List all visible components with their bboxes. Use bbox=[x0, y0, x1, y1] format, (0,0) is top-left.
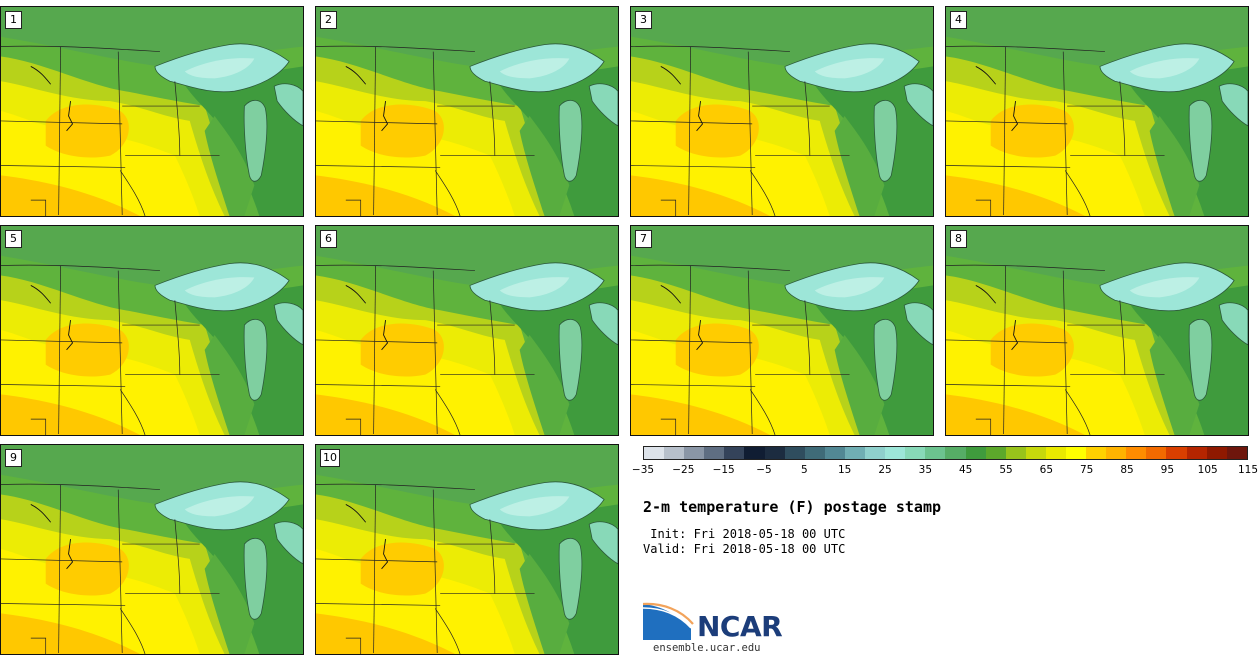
temperature-map bbox=[631, 226, 933, 435]
stamp-9: 9 bbox=[0, 444, 304, 655]
colorbar-swatch bbox=[985, 447, 1006, 459]
colorbar-swatch bbox=[905, 447, 926, 459]
stamp-8: 8 bbox=[945, 225, 1249, 436]
colorbar-swatch bbox=[764, 447, 785, 459]
product-title: 2-m temperature (F) postage stamp bbox=[643, 498, 942, 516]
init-time: Init: Fri 2018-05-18 00 UTC bbox=[643, 527, 846, 541]
stamp-6: 6 bbox=[315, 225, 619, 436]
colorbar-swatch bbox=[925, 447, 946, 459]
colorbar-tick-label: 105 bbox=[1197, 464, 1218, 476]
colorbar-swatch bbox=[885, 447, 906, 459]
colorbar-swatch bbox=[1005, 447, 1026, 459]
colorbar-tick-label: −5 bbox=[756, 464, 772, 476]
colorbar-swatch bbox=[804, 447, 825, 459]
colorbar-tick-label: 45 bbox=[958, 464, 973, 476]
stamp-5: 5 bbox=[0, 225, 304, 436]
colorbar-swatch bbox=[744, 447, 765, 459]
colorbar-tick-label: 25 bbox=[878, 464, 892, 476]
colorbar-swatch bbox=[1146, 447, 1167, 459]
colorbar-swatch bbox=[1186, 447, 1207, 459]
stamp-number: 8 bbox=[950, 230, 967, 248]
stamp-4: 4 bbox=[945, 6, 1249, 217]
stamp-2: 2 bbox=[315, 6, 619, 217]
colorbar-swatch bbox=[1206, 447, 1227, 459]
colorbar-tick-label: 75 bbox=[1079, 464, 1094, 476]
temperature-colorbar bbox=[643, 446, 1248, 460]
stamp-1: 1 bbox=[0, 6, 304, 217]
stamp-number: 9 bbox=[5, 449, 22, 467]
stamp-number: 6 bbox=[320, 230, 337, 248]
temperature-map bbox=[946, 7, 1248, 216]
ncar-wordmark: NCAR bbox=[697, 610, 783, 643]
stamp-3: 3 bbox=[630, 6, 934, 217]
colorbar-swatch bbox=[1166, 447, 1187, 459]
temperature-map bbox=[316, 7, 618, 216]
temperature-map bbox=[1, 7, 303, 216]
colorbar-tick-label: 95 bbox=[1160, 464, 1175, 476]
temperature-map bbox=[316, 445, 618, 654]
colorbar-tick-label: −15 bbox=[712, 464, 735, 476]
colorbar-swatch bbox=[824, 447, 845, 459]
stamp-number: 1 bbox=[5, 11, 22, 29]
temperature-map bbox=[946, 226, 1248, 435]
ncar-logo-icon bbox=[643, 602, 694, 640]
colorbar-swatch bbox=[724, 447, 745, 459]
colorbar-tick-label: 5 bbox=[800, 464, 808, 476]
stamp-10: 10 bbox=[315, 444, 619, 655]
valid-time: Valid: Fri 2018-05-18 00 UTC bbox=[643, 542, 846, 556]
colorbar-swatch bbox=[1065, 447, 1087, 459]
colorbar-tick-label: 35 bbox=[918, 464, 933, 476]
colorbar-swatch bbox=[865, 447, 886, 459]
colorbar-ticks: −35 −25 −15 −5 5 15 25 35 45 55 65 75 85 95 105 115 bbox=[632, 464, 1258, 480]
temperature-map bbox=[1, 226, 303, 435]
logo-url: ensemble.ucar.edu bbox=[653, 642, 761, 654]
colorbar-tick-label: 55 bbox=[999, 464, 1013, 476]
colorbar-tick-label: 65 bbox=[1039, 464, 1054, 476]
temperature-map bbox=[1, 445, 303, 654]
stamp-number: 2 bbox=[320, 11, 337, 29]
colorbar-swatch bbox=[945, 447, 966, 459]
stamp-number: 10 bbox=[320, 449, 340, 467]
colorbar-tick-label: 115 bbox=[1237, 464, 1259, 476]
colorbar-swatch bbox=[784, 447, 805, 459]
colorbar-swatch bbox=[1226, 447, 1247, 459]
stamp-number: 5 bbox=[5, 230, 22, 248]
temperature-map bbox=[631, 7, 933, 216]
stamp-7: 7 bbox=[630, 225, 934, 436]
colorbar-swatch bbox=[1126, 447, 1147, 459]
colorbar-swatch bbox=[1025, 447, 1046, 459]
colorbar-swatch bbox=[844, 447, 866, 459]
colorbar-swatch bbox=[664, 447, 685, 459]
stamp-number: 4 bbox=[950, 11, 967, 29]
temperature-map bbox=[316, 226, 618, 435]
colorbar-tick-label: −25 bbox=[672, 464, 695, 476]
colorbar-swatch bbox=[704, 447, 725, 459]
colorbar-tick-label: 15 bbox=[837, 464, 852, 476]
colorbar-swatch bbox=[1106, 447, 1127, 459]
colorbar-tick-label: 85 bbox=[1120, 464, 1134, 476]
colorbar-swatch bbox=[965, 447, 986, 459]
colorbar-tick-label: −35 bbox=[631, 464, 655, 476]
colorbar-swatch bbox=[684, 447, 705, 459]
colorbar-swatch bbox=[1045, 447, 1066, 459]
colorbar-swatch bbox=[644, 447, 665, 459]
colorbar-swatch bbox=[1086, 447, 1107, 459]
stamp-number: 7 bbox=[635, 230, 652, 248]
stamp-number: 3 bbox=[635, 11, 652, 29]
